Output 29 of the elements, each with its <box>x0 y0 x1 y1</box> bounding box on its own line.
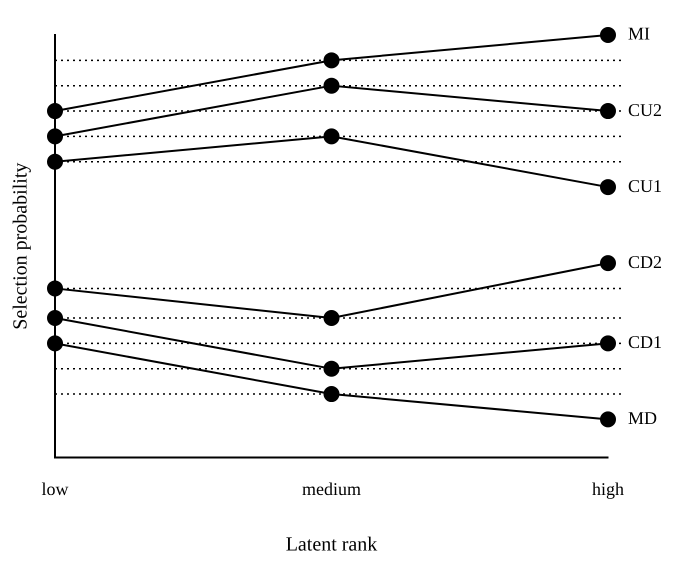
series-label: MI <box>628 24 650 44</box>
point <box>324 360 340 377</box>
x-tick-label: high <box>592 478 624 499</box>
point <box>47 154 63 170</box>
point <box>324 78 340 94</box>
point <box>600 255 616 272</box>
x-axis-title: Latent rank <box>286 533 378 556</box>
series-label: CD2 <box>628 252 662 272</box>
point <box>600 335 616 352</box>
point <box>47 310 63 326</box>
series-label: CU1 <box>628 176 662 196</box>
point <box>600 179 616 196</box>
point <box>324 52 340 68</box>
x-tick-label: low <box>42 478 68 499</box>
point <box>324 128 340 144</box>
point <box>47 103 63 120</box>
point <box>47 280 63 296</box>
point <box>600 27 616 43</box>
point <box>324 386 340 402</box>
point <box>600 411 616 428</box>
series-label: CU2 <box>628 100 662 120</box>
series-label: MD <box>628 408 658 428</box>
point <box>47 128 63 144</box>
series-label: CD1 <box>628 332 662 352</box>
x-tick-label: medium <box>302 478 361 499</box>
point <box>47 335 63 352</box>
point <box>324 310 340 326</box>
point <box>600 103 616 120</box>
y-axis-title: Selection probability <box>9 162 32 330</box>
